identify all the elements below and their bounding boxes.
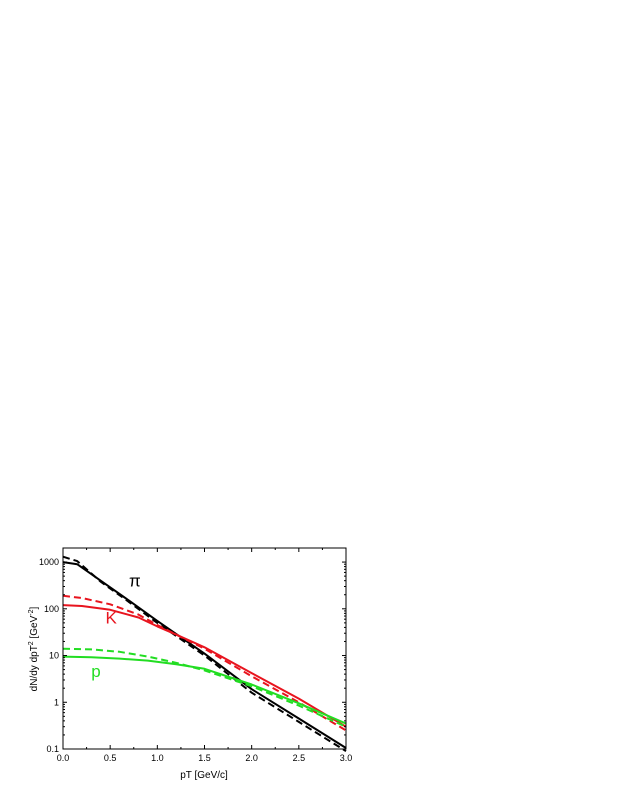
y-axis-title-unit-sup: -2 xyxy=(28,609,35,615)
y-axis-title-main: dN/dy dpT xyxy=(29,645,40,691)
x-tick-label: 2.0 xyxy=(245,753,258,763)
x-axis: 0.0 0.5 1.0 1.5 2.0 2.5 3.0 xyxy=(57,548,353,763)
x-axis-title: pT [GeV/c] xyxy=(180,770,228,781)
y-axis-title-unit-close: ] xyxy=(29,606,40,609)
y-tick-label: 0.1 xyxy=(46,744,59,754)
x-tick-label: 0.5 xyxy=(104,753,117,763)
y-axis: 0.1 1 10 100 1000 xyxy=(39,547,346,754)
y-tick-label: 100 xyxy=(44,604,59,614)
y-tick-label: 1000 xyxy=(39,557,59,567)
x-tick-label: 0.0 xyxy=(57,753,70,763)
series-line-3 xyxy=(62,594,347,732)
series-line-4 xyxy=(62,655,347,725)
x-tick-label: 2.5 xyxy=(293,753,306,763)
y-axis-title-sup: 2 xyxy=(28,641,35,645)
series-label: π xyxy=(129,572,141,591)
x-tick-label: 1.0 xyxy=(151,753,164,763)
y-tick-label: 1 xyxy=(54,697,59,707)
annotations: πKp xyxy=(91,572,140,681)
curves xyxy=(62,555,347,752)
series-label: K xyxy=(105,609,117,628)
y-tick-label: 10 xyxy=(49,651,59,661)
series-label: p xyxy=(91,662,100,681)
x-tick-label: 1.5 xyxy=(198,753,211,763)
series-line-1 xyxy=(62,555,347,752)
y-axis-title-unit-open: [GeV xyxy=(29,615,40,641)
x-tick-label: 3.0 xyxy=(340,753,353,763)
series-line-5 xyxy=(62,647,347,728)
series-line-0 xyxy=(62,561,347,749)
plot-frame xyxy=(62,547,347,750)
y-axis-title: dN/dy dpT2 [GeV-2] xyxy=(28,606,40,691)
